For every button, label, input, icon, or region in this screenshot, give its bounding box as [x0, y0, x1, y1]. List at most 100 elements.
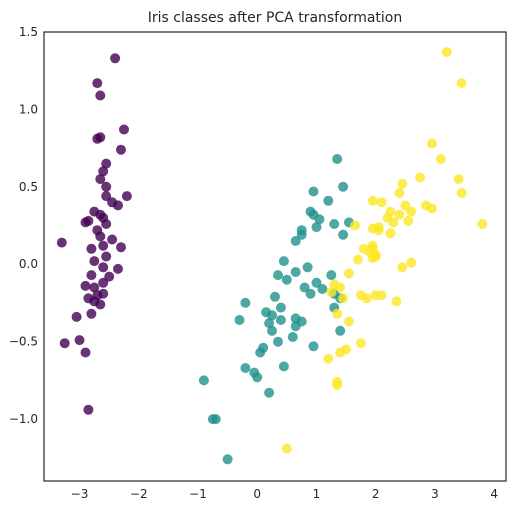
plot-area-background [44, 32, 506, 481]
data-point-class-1 [92, 133, 103, 144]
data-point-class-2 [302, 262, 313, 273]
data-point-class-1 [101, 251, 112, 262]
data-point-class-3 [477, 219, 488, 229]
data-point-class-1 [95, 299, 106, 310]
data-point-class-2 [240, 297, 251, 308]
data-point-class-2 [332, 154, 343, 164]
x-tick-label: 2 [372, 487, 380, 501]
y-tick-label: 1.0 [19, 102, 38, 116]
data-point-class-2 [311, 222, 322, 233]
y-tick-label: 0.5 [19, 180, 38, 194]
data-point-class-1 [101, 219, 112, 229]
x-tick-label: 3 [431, 487, 439, 501]
data-point-class-3 [391, 296, 402, 307]
x-tick-label: −2 [130, 487, 148, 501]
data-point-class-1 [121, 191, 132, 202]
x-tick-label: 0 [253, 487, 261, 501]
data-point-class-1 [104, 271, 115, 282]
data-point-class-2 [252, 372, 263, 383]
data-point-class-1 [119, 124, 129, 135]
data-point-class-2 [264, 387, 275, 398]
y-tick-label: −0.5 [9, 335, 38, 349]
data-point-class-1 [74, 335, 85, 346]
data-point-class-1 [83, 404, 94, 415]
data-point-class-2 [311, 277, 322, 288]
data-point-class-3 [427, 138, 437, 149]
data-point-class-1 [80, 217, 91, 228]
data-point-class-1 [98, 240, 109, 251]
data-point-class-3 [281, 443, 292, 454]
data-point-class-2 [207, 414, 218, 425]
data-point-class-1 [98, 277, 109, 288]
data-point-class-1 [56, 237, 67, 248]
data-point-class-3 [335, 347, 346, 358]
data-point-class-2 [267, 325, 277, 336]
data-point-class-2 [273, 270, 283, 281]
data-point-class-3 [397, 178, 408, 189]
data-point-class-2 [234, 315, 245, 325]
data-point-class-2 [317, 284, 328, 294]
data-point-class-1 [95, 231, 106, 242]
data-point-class-1 [98, 262, 109, 273]
data-point-class-3 [394, 188, 405, 198]
data-point-class-2 [240, 363, 251, 373]
plot-frame [43, 31, 507, 482]
data-point-class-2 [255, 347, 266, 358]
x-tick-label: 1 [313, 487, 321, 501]
data-point-class-3 [352, 254, 363, 265]
data-point-class-3 [338, 293, 349, 304]
data-point-class-2 [296, 229, 307, 240]
data-point-class-1 [107, 234, 118, 245]
data-point-class-3 [335, 282, 346, 293]
data-point-class-2 [290, 267, 301, 277]
data-point-class-1 [89, 282, 100, 293]
data-point-class-3 [350, 220, 360, 231]
data-point-class-3 [332, 308, 343, 319]
data-point-class-2 [278, 361, 289, 372]
data-point-class-2 [267, 310, 277, 321]
data-point-class-2 [308, 341, 319, 352]
data-point-class-2 [273, 336, 283, 347]
ticks-layer: −3 −2 −1 0 1 2 3 4 −1.0 −0.5 0.0 0.5 1.0 1.5 [9, 25, 498, 501]
data-point-class-2 [281, 274, 292, 285]
data-point-class-2 [314, 214, 325, 225]
data-point-class-3 [441, 47, 452, 58]
data-point-class-3 [397, 262, 408, 273]
data-point-class-3 [456, 78, 467, 89]
data-point-class-2 [198, 375, 209, 386]
data-point-class-3 [323, 353, 334, 364]
data-point-class-2 [329, 219, 340, 229]
data-point-class-3 [388, 217, 399, 228]
data-point-class-3 [344, 316, 354, 327]
data-point-class-1 [86, 270, 97, 281]
data-point-class-1 [110, 53, 121, 64]
data-point-class-1 [59, 338, 70, 349]
data-point-class-1 [80, 347, 91, 358]
data-point-class-2 [335, 325, 346, 336]
data-point-class-3 [415, 172, 426, 183]
data-point-class-2 [275, 302, 286, 313]
data-point-class-2 [290, 236, 301, 246]
y-tick-label: −1.0 [9, 412, 38, 426]
data-point-class-1 [101, 158, 112, 169]
y-tick-label: 0.0 [19, 257, 38, 271]
data-point-class-3 [427, 203, 437, 214]
chart-title: Iris classes after PCA transformation [148, 10, 402, 26]
data-point-class-2 [278, 256, 289, 267]
data-point-class-3 [373, 225, 384, 236]
data-point-class-2 [290, 321, 301, 332]
data-point-class-3 [456, 188, 467, 198]
data-point-class-2 [323, 195, 334, 206]
data-point-class-3 [394, 209, 405, 220]
data-point-class-3 [344, 268, 354, 279]
data-point-class-2 [270, 291, 280, 302]
data-point-class-3 [435, 154, 446, 164]
data-point-class-1 [71, 311, 82, 322]
data-point-class-2 [338, 181, 349, 192]
data-point-class-1 [86, 243, 97, 254]
data-point-class-3 [406, 257, 417, 268]
data-point-class-2 [305, 288, 316, 299]
data-point-class-1 [86, 308, 97, 319]
data-point-class-3 [385, 228, 396, 239]
